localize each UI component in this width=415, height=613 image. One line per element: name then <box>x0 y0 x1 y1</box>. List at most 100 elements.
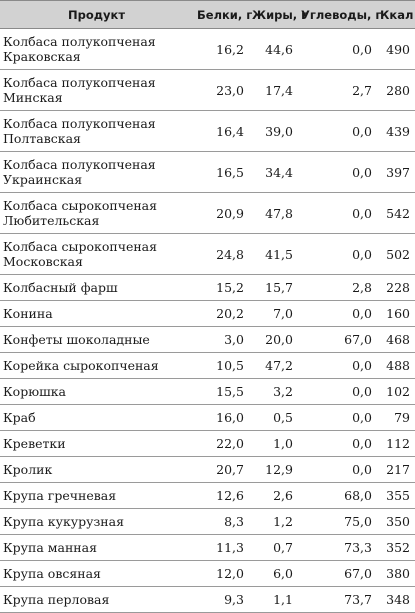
cell-carbs: 0,0 <box>297 430 376 457</box>
cell-carbs: 0,0 <box>297 110 376 152</box>
cell-carbs: 0,0 <box>297 233 376 275</box>
table-header: Продукт Белки, г Жиры, г Углеводы, г Кка… <box>0 0 415 29</box>
cell-fat: 47,8 <box>248 192 297 234</box>
table-row: Конина 20,2 7,0 0,0 160 <box>0 300 415 327</box>
table-row: Крупа кукурузная 8,3 1,2 75,0 350 <box>0 508 415 535</box>
cell-fat: 2,6 <box>248 482 297 509</box>
cell-fat: 47,2 <box>248 352 297 379</box>
cell-kcal: 488 <box>376 352 415 379</box>
cell-fat: 15,7 <box>248 274 297 301</box>
header-fat: Жиры, г <box>248 0 307 29</box>
cell-fat: 39,0 <box>248 110 297 152</box>
table-row: Крупа перловая 9,3 1,1 73,7 348 <box>0 586 415 613</box>
cell-protein: 23,0 <box>193 69 248 111</box>
cell-protein: 16,0 <box>193 404 248 431</box>
cell-kcal: 542 <box>376 192 415 234</box>
cell-carbs: 0,0 <box>297 300 376 327</box>
cell-kcal: 280 <box>376 69 415 111</box>
cell-product: Конина <box>0 300 193 327</box>
cell-protein: 16,2 <box>193 28 248 70</box>
cell-kcal: 439 <box>376 110 415 152</box>
cell-fat: 44,6 <box>248 28 297 70</box>
cell-protein: 3,0 <box>193 326 248 353</box>
cell-carbs: 0,0 <box>297 456 376 483</box>
table-row: Колбаса полукопченая Украинская 16,5 34,… <box>0 151 415 193</box>
table-row: Крупа овсяная 12,0 6,0 67,0 380 <box>0 560 415 587</box>
table-row: Краб 16,0 0,5 0,0 79 <box>0 404 415 431</box>
cell-protein: 12,6 <box>193 482 248 509</box>
cell-carbs: 75,0 <box>297 508 376 535</box>
cell-carbs: 0,0 <box>297 404 376 431</box>
cell-fat: 6,0 <box>248 560 297 587</box>
table-row: Кролик 20,7 12,9 0,0 217 <box>0 456 415 483</box>
cell-kcal: 102 <box>376 378 415 405</box>
cell-product: Крупа гречневая <box>0 482 193 509</box>
cell-protein: 15,2 <box>193 274 248 301</box>
table-body: Колбаса полукопченая Краковская 16,2 44,… <box>0 28 415 613</box>
cell-carbs: 67,0 <box>297 326 376 353</box>
cell-product: Корейка сырокопченая <box>0 352 193 379</box>
cell-carbs: 73,7 <box>297 586 376 613</box>
cell-protein: 10,5 <box>193 352 248 379</box>
table-row: Крупа гречневая 12,6 2,6 68,0 355 <box>0 482 415 509</box>
cell-kcal: 228 <box>376 274 415 301</box>
cell-carbs: 0,0 <box>297 352 376 379</box>
cell-product: Кролик <box>0 456 193 483</box>
cell-product: Колбасный фарш <box>0 274 193 301</box>
cell-product: Конфеты шоколадные <box>0 326 193 353</box>
cell-product: Крупа манная <box>0 534 193 561</box>
header-protein: Белки, г <box>193 0 252 29</box>
cell-fat: 41,5 <box>248 233 297 275</box>
cell-kcal: 380 <box>376 560 415 587</box>
cell-protein: 11,3 <box>193 534 248 561</box>
cell-carbs: 0,0 <box>297 28 376 70</box>
cell-product: Крупа перловая <box>0 586 193 613</box>
cell-fat: 3,2 <box>248 378 297 405</box>
cell-carbs: 2,7 <box>297 69 376 111</box>
header-kcal: Ккал <box>376 0 415 29</box>
cell-kcal: 397 <box>376 151 415 193</box>
cell-fat: 12,9 <box>248 456 297 483</box>
cell-fat: 1,1 <box>248 586 297 613</box>
cell-kcal: 350 <box>376 508 415 535</box>
header-product: Продукт <box>0 0 193 29</box>
cell-protein: 20,2 <box>193 300 248 327</box>
cell-product: Колбаса полукопченая Минская <box>0 69 193 111</box>
cell-protein: 22,0 <box>193 430 248 457</box>
cell-kcal: 79 <box>376 404 415 431</box>
table-row: Корюшка 15,5 3,2 0,0 102 <box>0 378 415 405</box>
cell-carbs: 73,3 <box>297 534 376 561</box>
cell-protein: 16,4 <box>193 110 248 152</box>
cell-kcal: 352 <box>376 534 415 561</box>
cell-protein: 16,5 <box>193 151 248 193</box>
cell-kcal: 217 <box>376 456 415 483</box>
cell-product: Колбаса полукопченая Полтавская <box>0 110 193 152</box>
table-row: Колбаса полукопченая Краковская 16,2 44,… <box>0 28 415 70</box>
header-row: Продукт Белки, г Жиры, г Углеводы, г Кка… <box>0 0 415 29</box>
cell-product: Крупа овсяная <box>0 560 193 587</box>
table-row: Креветки 22,0 1,0 0,0 112 <box>0 430 415 457</box>
cell-protein: 24,8 <box>193 233 248 275</box>
cell-kcal: 348 <box>376 586 415 613</box>
table-row: Колбаса полукопченая Минская 23,0 17,4 2… <box>0 69 415 111</box>
cell-carbs: 0,0 <box>297 151 376 193</box>
cell-kcal: 490 <box>376 28 415 70</box>
cell-product: Колбаса сырокопченая Любительская <box>0 192 193 234</box>
cell-kcal: 160 <box>376 300 415 327</box>
table-row: Крупа манная 11,3 0,7 73,3 352 <box>0 534 415 561</box>
cell-carbs: 67,0 <box>297 560 376 587</box>
cell-fat: 0,5 <box>248 404 297 431</box>
cell-fat: 17,4 <box>248 69 297 111</box>
table-row: Конфеты шоколадные 3,0 20,0 67,0 468 <box>0 326 415 353</box>
table-row: Корейка сырокопченая 10,5 47,2 0,0 488 <box>0 352 415 379</box>
cell-fat: 1,0 <box>248 430 297 457</box>
cell-protein: 12,0 <box>193 560 248 587</box>
cell-protein: 8,3 <box>193 508 248 535</box>
cell-product: Колбаса полукопченая Украинская <box>0 151 193 193</box>
cell-product: Крупа кукурузная <box>0 508 193 535</box>
cell-fat: 34,4 <box>248 151 297 193</box>
cell-kcal: 112 <box>376 430 415 457</box>
cell-product: Краб <box>0 404 193 431</box>
